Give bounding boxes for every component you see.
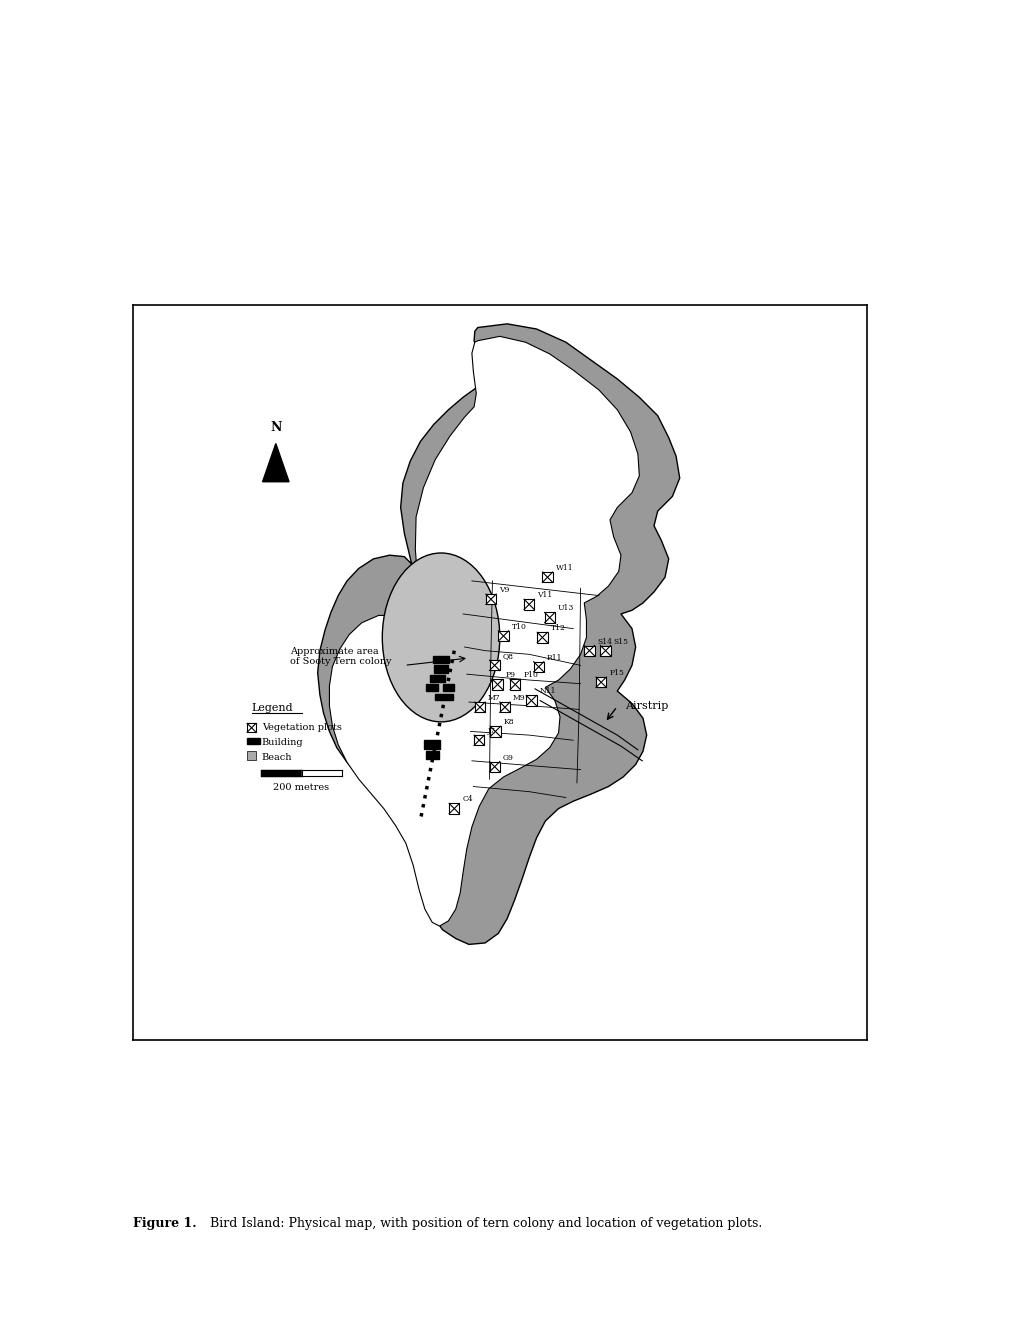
Bar xyxy=(537,632,547,642)
Ellipse shape xyxy=(382,553,499,721)
Text: G9: G9 xyxy=(502,753,514,761)
Text: P15: P15 xyxy=(608,669,624,677)
Bar xyxy=(595,677,605,687)
Text: Airstrip: Airstrip xyxy=(624,700,667,711)
Text: S15: S15 xyxy=(613,637,628,645)
Bar xyxy=(475,702,485,712)
Bar xyxy=(544,612,554,623)
Polygon shape xyxy=(329,336,639,926)
Bar xyxy=(442,683,453,691)
Bar xyxy=(600,645,610,656)
Bar xyxy=(247,752,256,760)
Bar xyxy=(526,695,536,706)
Text: Approximate area
of Sooty Tern colony: Approximate area of Sooty Tern colony xyxy=(290,646,391,666)
Text: U13: U13 xyxy=(557,604,574,612)
Bar xyxy=(533,662,543,671)
Bar xyxy=(510,679,520,690)
Text: C4: C4 xyxy=(462,795,473,803)
Bar xyxy=(584,645,594,656)
Text: V9: V9 xyxy=(498,586,508,594)
Bar xyxy=(499,702,510,712)
Bar xyxy=(247,739,260,744)
Text: P9: P9 xyxy=(505,671,516,679)
Bar xyxy=(434,665,447,673)
Bar xyxy=(498,630,508,641)
Text: R11: R11 xyxy=(546,654,561,662)
Bar xyxy=(524,599,534,609)
Polygon shape xyxy=(317,324,679,944)
Bar xyxy=(489,761,499,772)
Text: M9: M9 xyxy=(513,694,525,702)
Text: Figure 1.: Figure 1. xyxy=(132,1217,196,1231)
Text: Legend: Legend xyxy=(252,703,292,714)
Text: V11: V11 xyxy=(537,591,552,599)
Bar xyxy=(247,723,256,732)
Bar xyxy=(434,694,452,700)
Text: T10: T10 xyxy=(512,623,526,630)
Text: K8: K8 xyxy=(503,719,514,727)
Bar xyxy=(485,594,495,604)
Bar xyxy=(542,572,552,583)
Text: Beach: Beach xyxy=(262,753,292,761)
Bar xyxy=(448,803,459,814)
Text: 200 metres: 200 metres xyxy=(273,783,329,791)
Text: M7: M7 xyxy=(487,694,500,702)
Bar xyxy=(474,735,484,745)
Bar xyxy=(426,683,438,691)
Bar xyxy=(490,727,500,736)
Bar xyxy=(489,661,499,670)
Text: W11: W11 xyxy=(555,565,573,572)
Bar xyxy=(424,740,440,749)
Text: N11: N11 xyxy=(539,687,555,695)
Bar xyxy=(492,679,502,690)
Text: Building: Building xyxy=(262,737,304,747)
Text: P10: P10 xyxy=(523,671,538,679)
Bar xyxy=(432,656,448,663)
Text: J7: J7 xyxy=(487,727,495,735)
Bar xyxy=(430,675,444,682)
Text: Vegetation plots: Vegetation plots xyxy=(262,723,341,732)
Polygon shape xyxy=(262,443,288,481)
Text: Bird Island: Physical map, with position of tern colony and location of vegetati: Bird Island: Physical map, with position… xyxy=(206,1217,761,1231)
Text: T12: T12 xyxy=(550,624,565,632)
Text: S14: S14 xyxy=(597,637,611,645)
Bar xyxy=(425,752,438,758)
Text: Q8: Q8 xyxy=(502,652,514,661)
Text: N: N xyxy=(270,421,281,434)
